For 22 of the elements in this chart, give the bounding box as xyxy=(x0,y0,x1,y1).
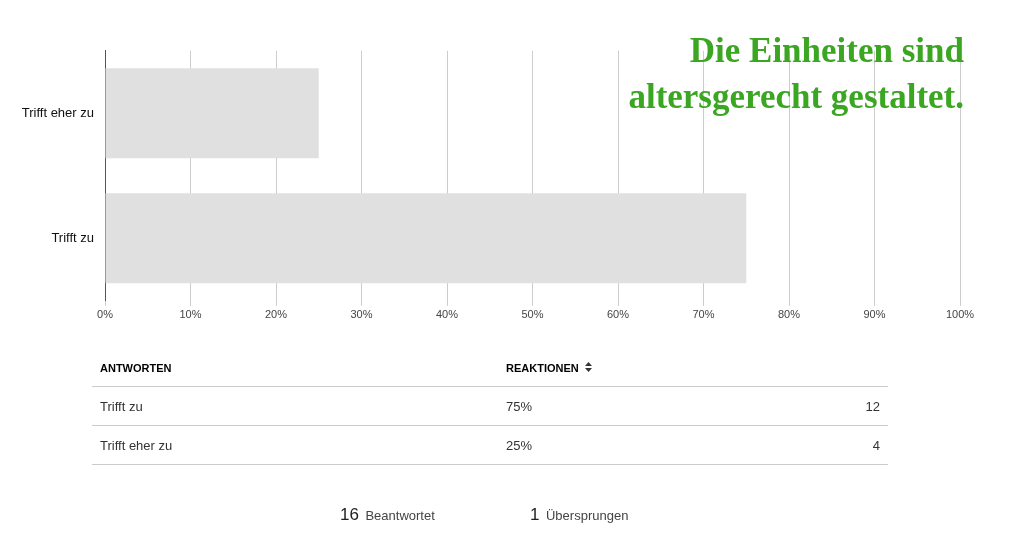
x-tick-label: 0% xyxy=(97,308,114,321)
text: 25% xyxy=(498,425,725,465)
text: 16 Beantwortet xyxy=(340,505,435,525)
x-tick-label: 40% xyxy=(435,308,459,321)
text: ANTWORTEN xyxy=(92,350,498,387)
text: 4 xyxy=(724,425,888,465)
x-tick-label: 30% xyxy=(350,308,373,321)
x-tick-label: 10% xyxy=(179,308,202,321)
x-tick-label: 90% xyxy=(863,308,886,321)
x-tick-label: 60% xyxy=(606,308,630,321)
chart-title: Die Einheiten sind altersgerecht gestaltet. xyxy=(627,30,964,118)
text: 75% xyxy=(498,386,725,426)
text: REAKTIONEN xyxy=(506,362,579,374)
category-label: Trifft eher zu xyxy=(100,437,173,453)
text: 12 xyxy=(724,386,888,426)
x-tick-label: 20% xyxy=(264,308,288,321)
x-tick-label: 80% xyxy=(777,308,801,321)
x-tick-label: 100% xyxy=(945,308,975,321)
x-tick-label: 70% xyxy=(692,308,715,321)
text: 1 Übersprungen xyxy=(530,505,629,525)
x-tick-label: 50% xyxy=(521,308,544,321)
category-label: Trifft zu xyxy=(100,398,143,414)
